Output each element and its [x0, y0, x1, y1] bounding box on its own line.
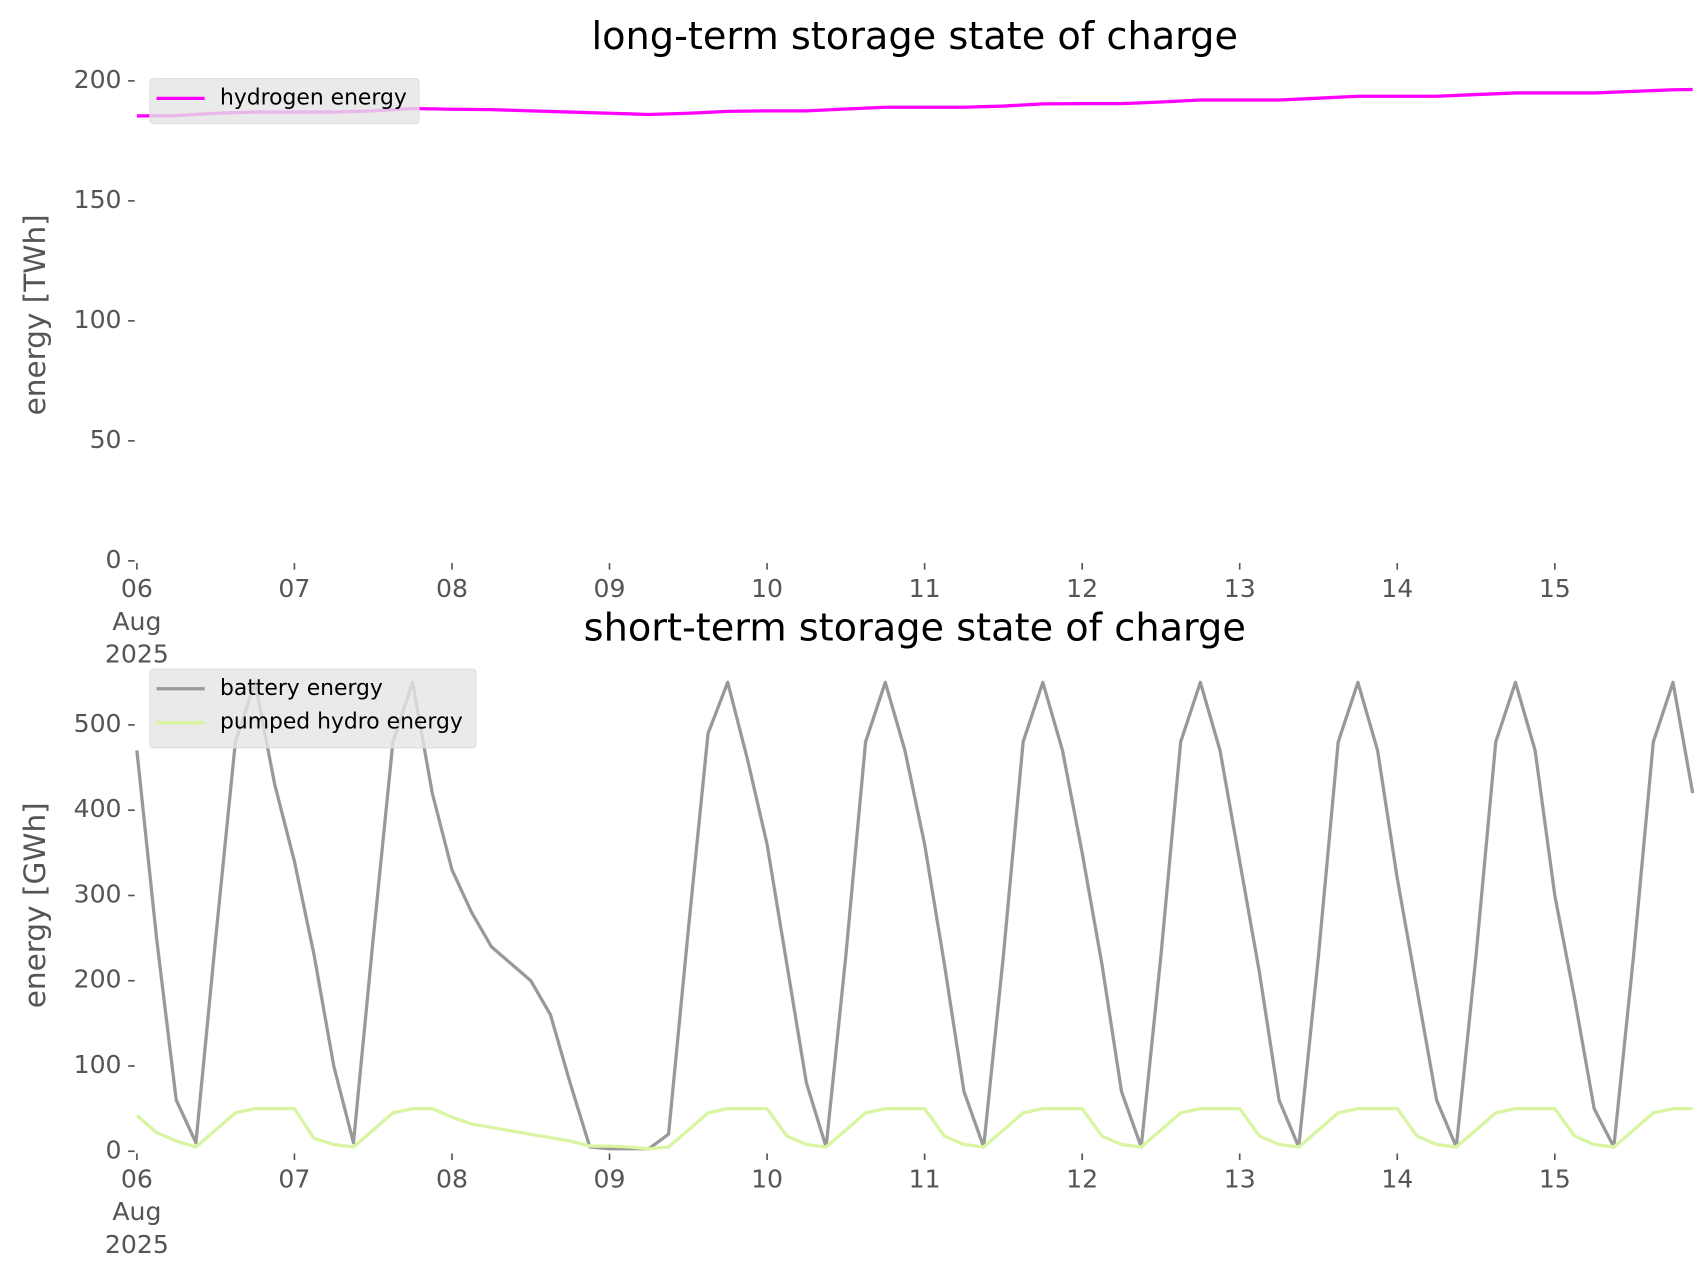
x-tick-label: 14: [1381, 1164, 1413, 1193]
x-tick-label: 08: [436, 574, 468, 603]
x-tick-label-line: 13: [1224, 574, 1256, 603]
x-tick-label: 07: [278, 574, 310, 603]
y-tick-label: 200: [74, 965, 122, 994]
y-tick-label: 100: [74, 1050, 122, 1079]
chart-title: long-term storage state of charge: [592, 14, 1238, 59]
x-tick-label: 11: [909, 1164, 941, 1193]
legend-label: pumped hydro energy: [220, 710, 463, 735]
x-tick-label: 06 Aug 2025: [105, 1164, 169, 1259]
x-tick-label-line: 13: [1224, 1164, 1256, 1193]
x-tick-label: 13: [1224, 1164, 1256, 1193]
x-tick-label-line: 2025: [105, 640, 169, 669]
x-tick-label: 09: [594, 574, 626, 603]
x-tick-label-line: 06: [121, 574, 153, 603]
legend-label: hydrogen energy: [220, 85, 407, 110]
x-tick-label: 06 Aug 2025: [105, 574, 169, 669]
x-tick-label: 10: [751, 574, 783, 603]
x-tick-label: 14: [1381, 574, 1413, 603]
x-tick-label: 10: [751, 1164, 783, 1193]
x-tick-label-line: 11: [909, 574, 941, 603]
x-tick-label-line: 15: [1539, 1164, 1571, 1193]
x-tick-label: 12: [1066, 1164, 1098, 1193]
x-tick-label: 13: [1224, 574, 1256, 603]
chart-title: short-term storage state of charge: [584, 605, 1246, 650]
x-tick-label: 08: [436, 1164, 468, 1193]
y-tick-label: 500: [74, 709, 122, 738]
y-tick-label: 150: [74, 185, 122, 214]
x-tick-label-line: 11: [909, 1164, 941, 1193]
x-tick-label-line: 14: [1381, 574, 1413, 603]
y-tick-label: 200: [74, 65, 122, 94]
x-tick-label-line: 10: [751, 1164, 783, 1193]
x-tick-label: 15: [1539, 1164, 1571, 1193]
y-axis-label: energy [TWh]: [18, 214, 52, 415]
x-tick-label-line: 07: [278, 1164, 310, 1193]
x-tick-label-line: 12: [1066, 574, 1098, 603]
legend-box: [149, 78, 420, 125]
x-tick-label: 12: [1066, 574, 1098, 603]
x-tick-label-line: 06: [121, 1164, 153, 1193]
x-tick-label-line: 14: [1381, 1164, 1413, 1193]
x-tick-label-line: 2025: [105, 1230, 169, 1259]
x-tick-label: 07: [278, 1164, 310, 1193]
x-tick-label-line: Aug: [112, 607, 161, 636]
legend-label: battery energy: [220, 676, 383, 701]
x-tick-label-line: 09: [594, 574, 626, 603]
x-tick-label-line: 08: [436, 574, 468, 603]
x-tick-label-line: 09: [594, 1164, 626, 1193]
x-tick-label-line: 15: [1539, 574, 1571, 603]
x-tick-label-line: 07: [278, 574, 310, 603]
x-tick-label-line: 08: [436, 1164, 468, 1193]
y-tick-label: 100: [74, 305, 122, 334]
y-tick-label: 50: [90, 425, 122, 454]
y-tick-label: 0: [106, 1135, 122, 1164]
x-tick-label: 09: [594, 1164, 626, 1193]
x-tick-label-line: 12: [1066, 1164, 1098, 1193]
x-tick-label-line: 10: [751, 574, 783, 603]
series-line: [135, 680, 1695, 1151]
y-tick-label: 400: [74, 794, 122, 823]
x-tick-label: 11: [909, 574, 941, 603]
x-tick-label: 15: [1539, 574, 1571, 603]
legend-box: [149, 668, 477, 749]
series-line: [135, 1106, 1693, 1151]
x-tick-label-line: Aug: [112, 1197, 161, 1226]
y-tick-label: 0: [106, 545, 122, 574]
y-tick-label: 300: [74, 879, 122, 908]
y-axis-label: energy [GWh]: [18, 802, 52, 1008]
